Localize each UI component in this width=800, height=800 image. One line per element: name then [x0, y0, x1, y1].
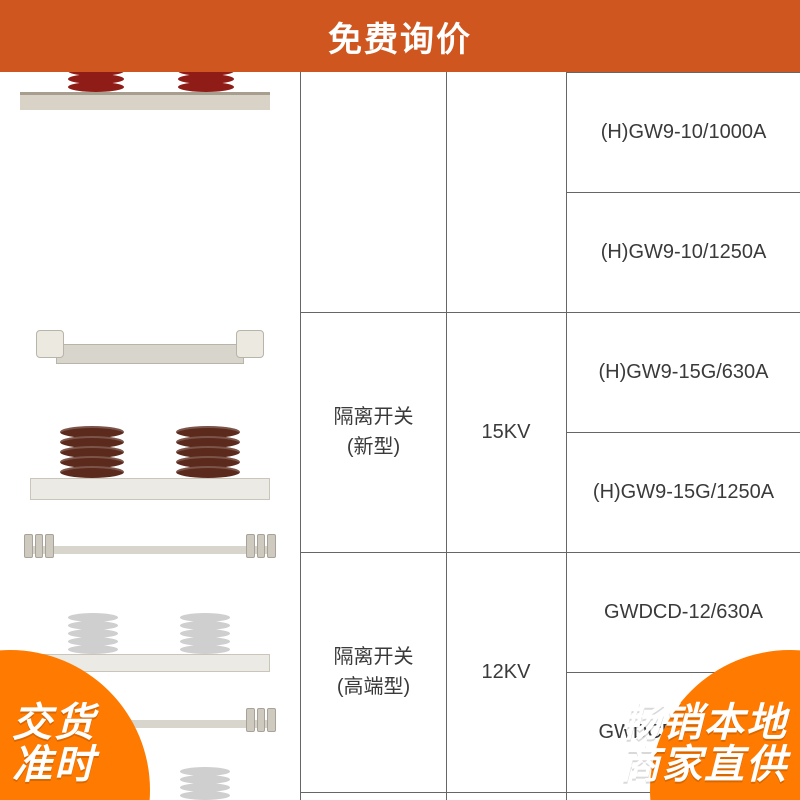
header-bar[interactable]: 免费询价	[0, 0, 800, 72]
spec-table: (H)GW9-10/630A(H)GW9-10/1000A(H)GW9-10/1…	[300, 0, 800, 800]
model-cell: (H)GW9-10/1250A	[566, 192, 800, 312]
model-cell: (H)GW9-15G/630A	[566, 312, 800, 432]
voltage-cell: 15KV	[446, 312, 566, 552]
model-cell: (H)GW9-15G/1250A	[566, 432, 800, 552]
product-image-2	[20, 330, 280, 510]
type-cell: 隔离开关(新型)	[301, 312, 446, 552]
model-cell: (H)GW9-10/1000A	[566, 72, 800, 192]
product-image-4	[20, 700, 280, 800]
header-title: 免费询价	[328, 12, 472, 61]
product-images-column	[0, 0, 300, 800]
model-cell: GWDCD-12/1250A	[566, 672, 800, 792]
model-cell: GWDCD-12/630A	[566, 552, 800, 672]
page-canvas: (H)GW9-10/630A(H)GW9-10/1000A(H)GW9-10/1…	[0, 0, 800, 800]
type-cell: 隔离开关(高端型)	[301, 552, 446, 792]
product-image-3	[20, 540, 280, 680]
voltage-cell: 12KV	[446, 552, 566, 792]
